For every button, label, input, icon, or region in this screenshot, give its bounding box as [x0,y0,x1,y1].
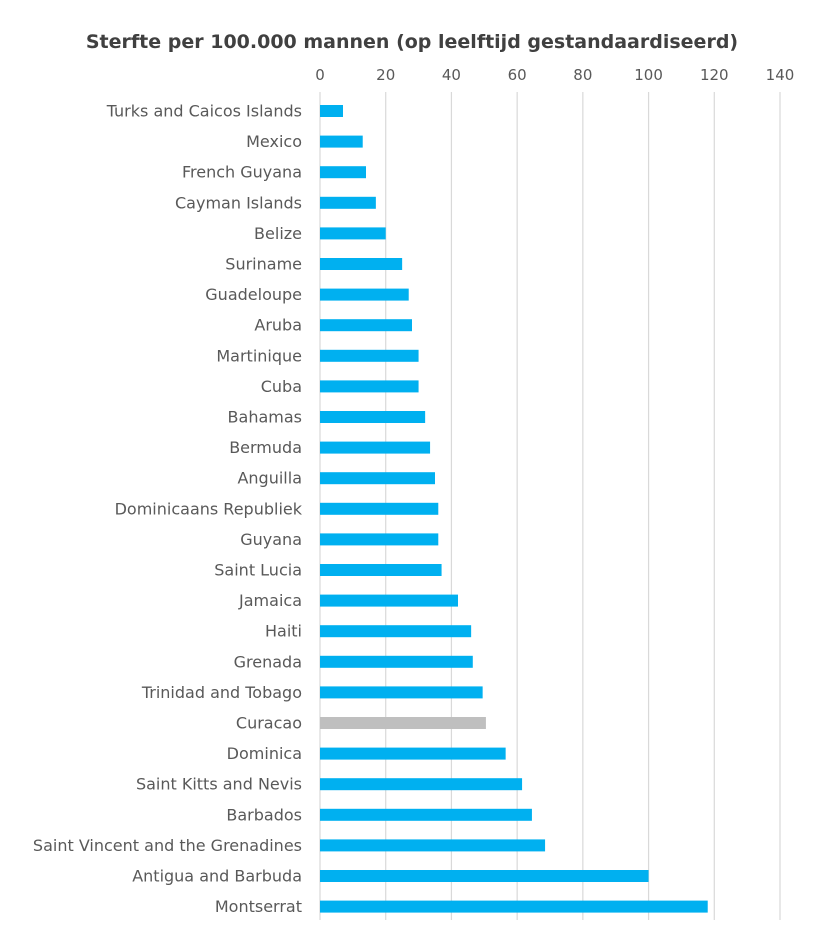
category-label: Saint Lucia [214,561,302,580]
category-label: Bahamas [228,408,302,427]
x-tick-label: 40 [442,66,461,84]
category-label: Anguilla [237,469,302,488]
bar-grenada [320,655,473,668]
category-label: Cuba [261,377,302,396]
category-label: Belize [254,224,302,243]
category-label: Mexico [246,132,302,151]
category-label: Dominicaans Republiek [115,499,303,518]
bar-bahamas [320,411,426,423]
bar-antigua-and-barbuda [320,870,649,882]
bar-anguilla [320,472,435,485]
category-label: Barbados [226,805,302,824]
bar-mexico [320,135,363,148]
bar-dominicaans-republiek [320,502,439,515]
bar-trinidad-and-tobago [320,686,483,699]
category-label: Curacao [236,714,302,733]
category-label: Antigua and Barbuda [132,867,302,886]
bar-turks-and-caicos-islands [320,105,343,117]
bar-belize [320,227,386,240]
category-labels: Turks and Caicos Islands Mexico French Guy… [33,102,303,917]
bar-saint-lucia [320,564,442,576]
category-label: Montserrat [215,897,302,916]
category-label: Trinidad and Tobago [141,683,302,702]
bar-haiti [320,625,472,638]
bar-suriname [320,258,403,270]
category-label: Saint Kitts and Nevis [136,775,302,794]
bar-cayman-islands [320,196,376,209]
x-tick-label: 60 [508,66,527,84]
category-label: Turks and Caicos Islands [106,102,302,121]
x-tick-label: 140 [766,66,795,84]
category-label: Grenada [234,652,302,671]
bar-barbados [320,808,532,821]
x-tick-label: 80 [573,66,592,84]
bar-jamaica [320,594,458,607]
bar-bermuda [320,441,431,454]
category-label: Aruba [254,316,302,335]
bar-martinique [320,349,419,362]
category-label: Martinique [216,346,302,365]
category-label: Guyana [240,530,302,549]
bar-dominica [320,747,506,760]
bar-guadeloupe [320,288,409,301]
bar-guyana [320,533,439,546]
x-tick-label: 0 [315,66,325,84]
chart-title: Sterfte per 100.000 mannen (op leelftijd… [86,31,738,53]
bar-aruba [320,319,412,332]
bar-curacao [320,717,486,729]
x-tick-label: 120 [700,66,729,84]
x-tick-label: 100 [634,66,663,84]
bar-saint-kitts-and-nevis [320,778,523,791]
category-label: Suriname [225,255,302,274]
category-label: Saint Vincent and the Grenadines [33,836,302,855]
bar-french-guyana [320,166,366,179]
x-axis-tick-labels: 0 20 40 60 80 100 120 140 [315,66,794,84]
category-label: Dominica [227,744,302,763]
category-label: Jamaica [238,591,302,610]
x-tick-label: 20 [376,66,395,84]
category-label: French Guyana [182,163,302,182]
bar-montserrat [320,900,708,913]
category-label: Cayman Islands [175,193,302,212]
bar-saint-vincent-and-the-grenadines [320,839,546,852]
category-label: Guadeloupe [205,285,302,304]
category-label: Bermuda [229,438,302,457]
category-label: Haiti [265,622,302,641]
bar-cuba [320,380,419,393]
bars [320,105,708,913]
